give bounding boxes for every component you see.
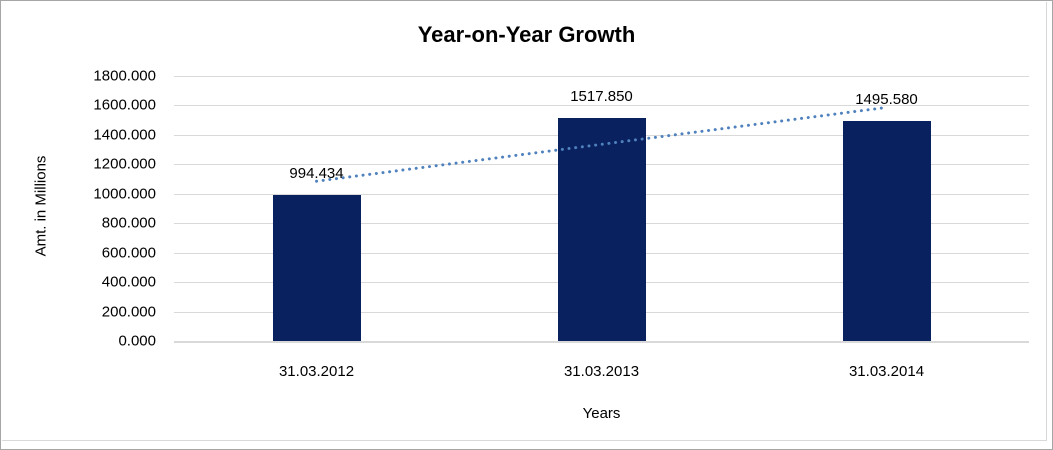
y-tick-label: 1600.000 <box>93 96 156 114</box>
y-axis-title: Amt. in Millions <box>32 155 50 257</box>
plot-area: 994.434 1517.850 1495.580 31.03.2012 31.… <box>174 76 1029 380</box>
y-tick-label: 600.000 <box>101 244 156 262</box>
chart-frame-right-border <box>1046 2 1047 441</box>
bar-value-label: 994.434 <box>289 164 344 182</box>
x-tick-label: 31.03.2012 <box>278 363 355 380</box>
x-axis-title: Years <box>582 405 621 422</box>
gridline <box>174 105 1029 107</box>
y-tick-label: 200.000 <box>101 303 156 321</box>
y-tick-label: 800.000 <box>101 214 156 232</box>
trendline <box>315 105 888 183</box>
y-tick-label: 1200.000 <box>93 155 156 173</box>
y-tick-label: 0.000 <box>118 332 156 350</box>
chart-frame-bottom-border <box>2 440 1047 441</box>
y-tick-label: 1000.000 <box>93 185 156 203</box>
x-tick-label: 31.03.2013 <box>563 363 640 380</box>
y-tick-label: 1800.000 <box>93 67 156 85</box>
bar-31-03-2012 <box>272 194 361 341</box>
gridline <box>174 76 1029 77</box>
bar-31-03-2014 <box>842 120 931 341</box>
bar-value-label: 1495.580 <box>855 90 918 108</box>
bar-31-03-2013 <box>557 117 646 341</box>
y-tick-label: 1400.000 <box>93 126 156 144</box>
x-tick-label: 31.03.2014 <box>848 363 925 380</box>
chart-title: Year-on-Year Growth <box>417 22 636 47</box>
bar-value-label: 1517.850 <box>570 87 633 105</box>
y-tick-label: 400.000 <box>101 273 156 291</box>
x-axis-line <box>174 341 1029 343</box>
